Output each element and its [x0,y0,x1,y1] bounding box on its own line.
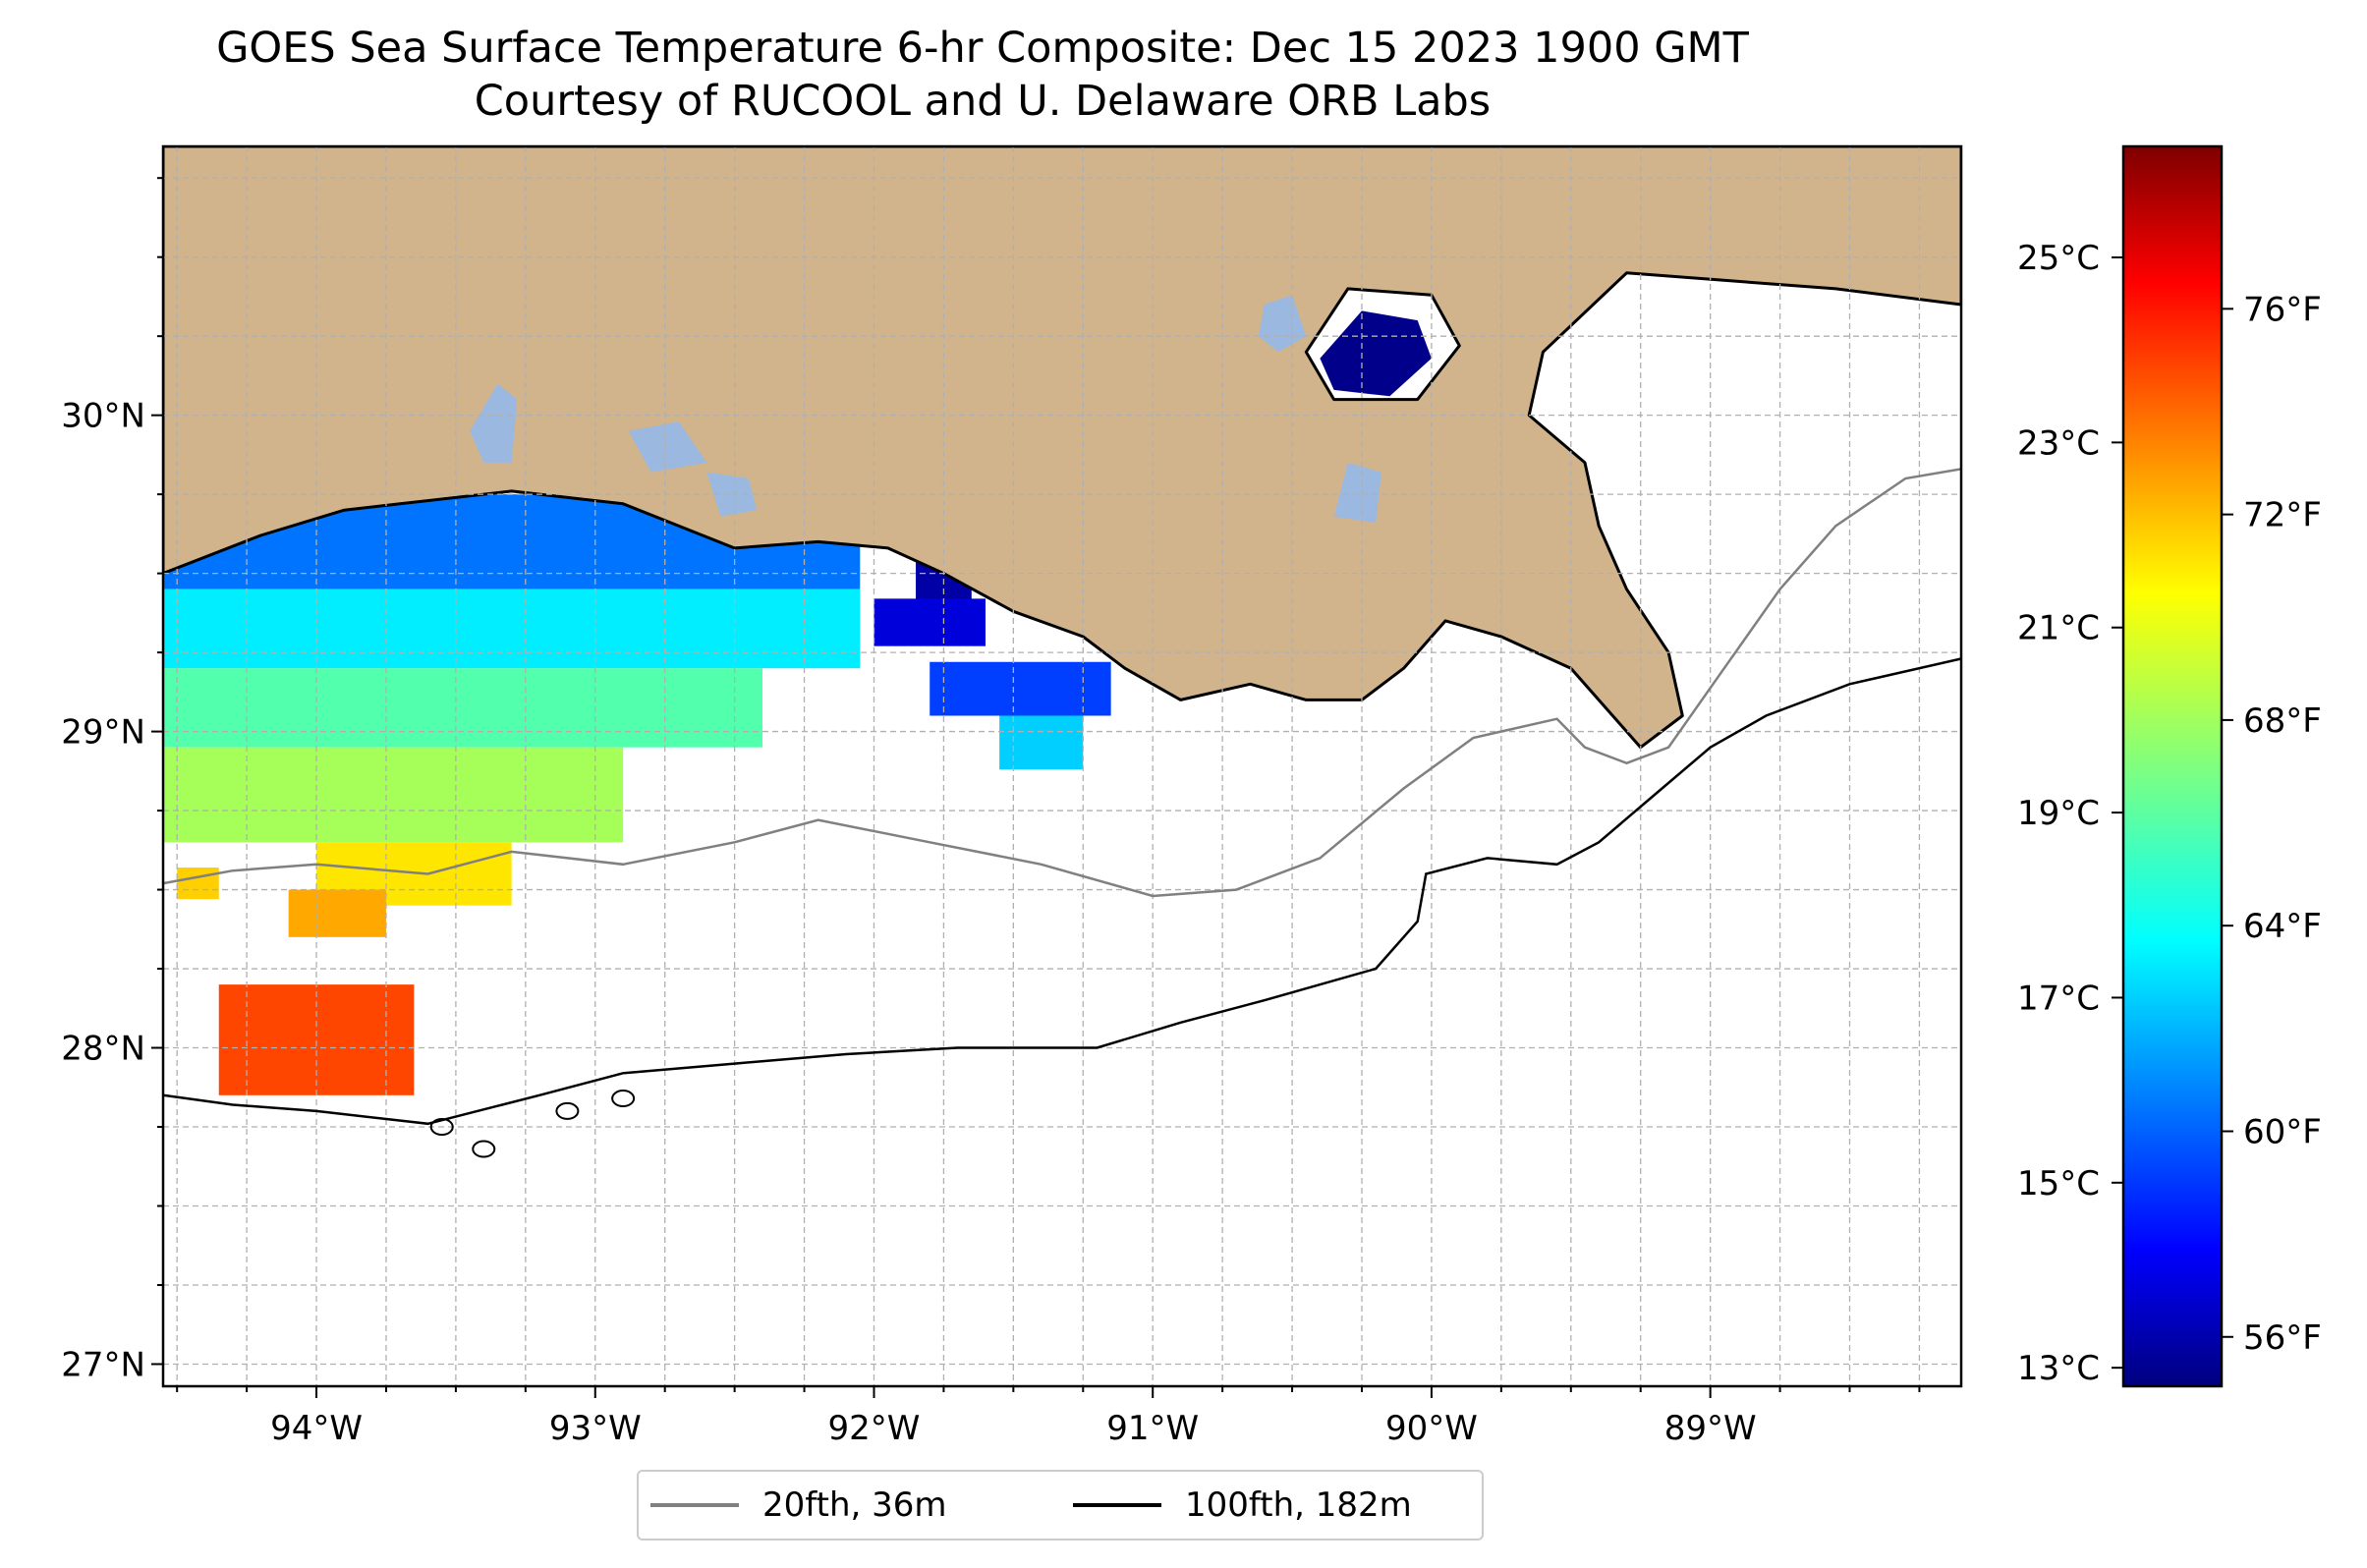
x-tick-label: 93°W [549,1409,642,1448]
legend-item-20fth: 20fth, 36m [650,1472,947,1539]
land-louisiana-texas-coast [163,146,1961,750]
fahrenheit-tick-label: 60°F [2243,1112,2322,1151]
water-white-lake [628,421,707,473]
isobath-islands [429,1090,636,1158]
celsius-tick-label: 21°C [2017,609,2100,648]
map-frame [161,144,1963,1388]
y-tick-label: 30°N [61,397,145,436]
y-tick-label: 28°N [61,1030,145,1069]
title-line-2: Courtesy of RUCOOL and U. Delaware ORB L… [474,77,1492,126]
sst-patch-terrebonne-2 [999,715,1084,770]
fahrenheit-tick-label: 72°F [2243,496,2322,535]
y-tick-label: 29°N [61,713,145,753]
water-grand-lake [706,472,758,517]
celsius-tick-label: 15°C [2017,1164,2100,1204]
fahrenheit-tick-label: 68°F [2243,701,2322,741]
sst-patch-western-shelf-band-3 [163,668,762,748]
legend-label-100fth: 100fth, 182m [1185,1485,1412,1525]
y-tick-label: 27°N [61,1345,145,1384]
isobath-island [429,1118,454,1137]
x-tick-label: 89°W [1664,1409,1757,1448]
water-lake-salvador [1333,462,1381,524]
sst-patch-marsh-island-cold [874,598,986,646]
celsius-tick-label: 17°C [2017,979,2100,1018]
legend-swatch-20fth [650,1503,739,1507]
isobath-100fth-line [163,657,1961,1126]
x-tick-label: 94°W [270,1409,363,1448]
colorbar-frame [2121,144,2224,1388]
legend: 20fth, 36m 100fth, 182m [637,1470,1484,1540]
fahrenheit-tick-label: 56°F [2243,1318,2322,1358]
sst-patch-patch-28-5 [177,868,219,900]
map-area [163,146,1961,1386]
x-tick-label: 91°W [1106,1409,1199,1448]
legend-label-20fth: 20fth, 36m [762,1485,947,1525]
water-calcasieu-lake [470,383,518,463]
celsius-tick-label: 19°C [2017,794,2100,833]
isobath-island [611,1090,636,1108]
gridlines [163,146,1961,1386]
fahrenheit-tick-label: 64°F [2243,907,2322,946]
sst-patch-terrebonne-1 [930,661,1111,716]
isobath-20fth-line [163,468,1961,898]
celsius-tick-label: 25°C [2017,239,2100,278]
sst-patch-patch-28-4 [288,889,386,937]
inland-water-layer [470,295,1432,524]
colorbar [2123,146,2222,1386]
map-axis-ticks: 94°W 93°W 92°W 91°W 90°W 89°W 27°N 28°N 29°N 30°N [61,177,1921,1448]
legend-item-100fth: 100fth, 182m [1073,1472,1412,1539]
fahrenheit-tick-label: 76°F [2243,290,2322,329]
isobath-island [472,1140,496,1158]
celsius-tick-label: 23°C [2017,423,2100,463]
sst-patch-western-shelf-band-4 [163,747,624,843]
x-tick-label: 92°W [828,1409,921,1448]
water-lake-maurepas [1259,295,1307,353]
sst-patch-western-shelf-band-2 [163,588,861,669]
legend-swatch-100fth [1073,1503,1161,1507]
colorbar-ticks: 13°C 15°C 17°C 19°C 21°C 23°C 25°C 56°F 60°F 64°F… [2017,239,2322,1388]
water-lake-pontchartrain [1320,310,1432,397]
celsius-tick-label: 13°C [2017,1349,2100,1388]
title-line-1: GOES Sea Surface Temperature 6-hr Compos… [216,24,1749,73]
x-tick-label: 90°W [1385,1409,1478,1448]
isobath-island [555,1101,580,1120]
